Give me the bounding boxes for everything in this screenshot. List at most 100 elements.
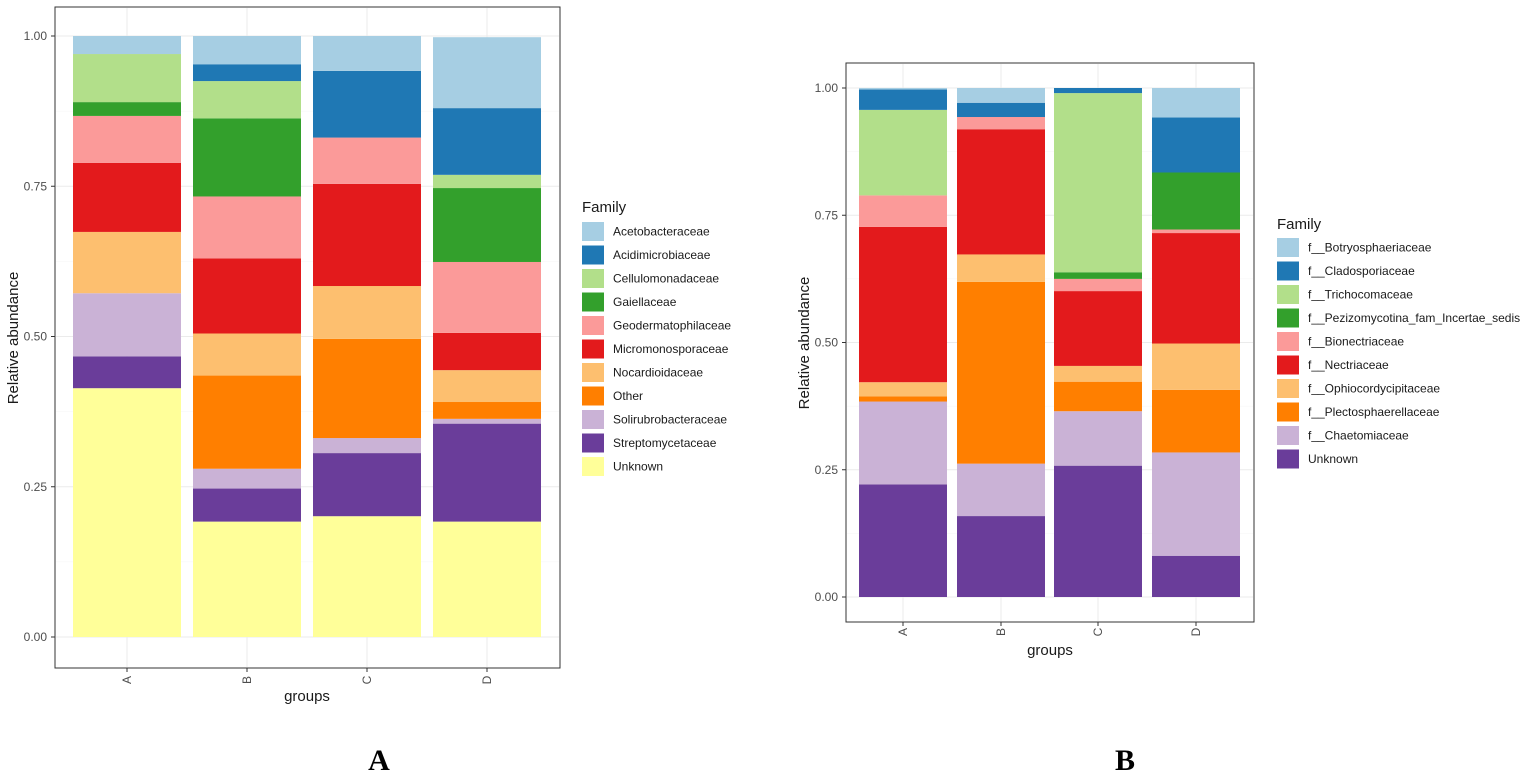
legend-key bbox=[1277, 308, 1299, 328]
bar-segment bbox=[1152, 452, 1240, 556]
y-tick-label: 1.00 bbox=[24, 29, 48, 43]
legend-label: Unknown bbox=[1308, 452, 1358, 466]
bar-segment bbox=[313, 516, 421, 637]
bars-a bbox=[73, 36, 541, 637]
legend-label: Solirubrobacteraceae bbox=[613, 413, 727, 427]
bar-segment bbox=[859, 401, 947, 485]
y-tick-label: 0.75 bbox=[24, 179, 48, 193]
y-tick-label: 0.00 bbox=[24, 630, 48, 644]
y-tick-label: 0.25 bbox=[24, 480, 48, 494]
bar-segment bbox=[73, 356, 181, 389]
bar-segment bbox=[859, 382, 947, 397]
chart-panel-a: 0.00 0.25 0.50 0.75 1.00 A B C D groups Relativ… bbox=[5, 6, 731, 777]
legend-label: Gaiellaceae bbox=[613, 295, 677, 309]
bar-segment bbox=[73, 388, 181, 637]
legend-key bbox=[582, 410, 604, 429]
bar-segment bbox=[1054, 272, 1142, 279]
bar-segment bbox=[193, 81, 301, 119]
x-axis-a: A B C D bbox=[120, 668, 494, 684]
legend-label: f__Chaetomiaceae bbox=[1308, 429, 1409, 443]
legend-key bbox=[582, 433, 604, 453]
bar-segment bbox=[433, 423, 541, 522]
bar-segment bbox=[1152, 555, 1240, 597]
bar-segment bbox=[1054, 291, 1142, 366]
legend-key bbox=[1277, 332, 1299, 351]
bar-segment bbox=[73, 54, 181, 103]
bar-segment bbox=[433, 108, 541, 175]
y-tick-label: 0.50 bbox=[24, 330, 48, 344]
bar-segment bbox=[313, 453, 421, 517]
bar-segment bbox=[73, 36, 181, 55]
bar-segment bbox=[1152, 88, 1240, 118]
x-tick-label: B bbox=[994, 628, 1008, 636]
bar-segment bbox=[73, 293, 181, 357]
legend-key bbox=[1277, 355, 1299, 375]
chart-panel-b: 0.00 0.25 0.50 0.75 1.00 A B C D groups Relativ… bbox=[796, 62, 1520, 777]
legend-label: Geodermatophilaceae bbox=[613, 319, 731, 333]
legend-key bbox=[582, 269, 604, 288]
legend-label: f__Bionectriaceae bbox=[1308, 335, 1404, 349]
legend-label: Micromonosporaceae bbox=[613, 342, 729, 356]
legend-key bbox=[1277, 285, 1299, 304]
legend-label: Cellulomonadaceae bbox=[613, 272, 719, 286]
y-tick-label: 0.25 bbox=[815, 463, 839, 477]
legend-b: f__Botryosphaeriaceae f__Cladosporiaceaef… bbox=[1277, 238, 1520, 469]
bar-segment bbox=[433, 370, 541, 403]
legend-label: f__Ophiocordycipitaceae bbox=[1308, 382, 1440, 396]
bar-segment bbox=[957, 254, 1045, 282]
bar-segment bbox=[193, 488, 301, 522]
bar-segment bbox=[859, 195, 947, 227]
bar-segment bbox=[313, 137, 421, 184]
legend-label: Acetobacteraceae bbox=[613, 225, 710, 239]
legend-key bbox=[1277, 238, 1299, 257]
bar-segment bbox=[1054, 365, 1142, 382]
bar-segment bbox=[859, 396, 947, 402]
legend-key bbox=[1277, 449, 1299, 469]
bar-segment bbox=[313, 338, 421, 439]
y-axis-title-b: Relative abundance bbox=[796, 277, 813, 410]
bar-segment bbox=[859, 226, 947, 383]
legend-label: Other bbox=[613, 389, 643, 403]
legend-key bbox=[1277, 402, 1299, 422]
legend-label: f__Cladosporiaceae bbox=[1308, 264, 1415, 278]
legend-key bbox=[582, 245, 604, 265]
bar-segment bbox=[859, 109, 947, 196]
bar-segment bbox=[1152, 233, 1240, 344]
bar-segment bbox=[957, 281, 1045, 464]
legend-key bbox=[582, 222, 604, 241]
legend-label: f__Nectriaceae bbox=[1308, 358, 1389, 372]
bar-segment bbox=[433, 521, 541, 637]
x-tick-label: A bbox=[896, 628, 910, 636]
y-tick-label: 0.50 bbox=[815, 336, 839, 350]
legend-title-a: Family bbox=[582, 199, 627, 216]
bar-segment bbox=[1054, 411, 1142, 466]
bar-segment bbox=[1152, 172, 1240, 230]
y-axis-b: 0.00 0.25 0.50 0.75 1.00 bbox=[815, 81, 846, 604]
bar-segment bbox=[859, 88, 947, 90]
y-axis-a: 0.00 0.25 0.50 0.75 1.00 bbox=[24, 29, 55, 644]
y-tick-label: 0.00 bbox=[815, 590, 839, 604]
bar-segment bbox=[193, 468, 301, 489]
bar-segment bbox=[957, 463, 1045, 517]
x-tick-label: C bbox=[1091, 627, 1105, 636]
legend-label: Streptomycetaceae bbox=[613, 436, 717, 450]
bar-segment bbox=[433, 174, 541, 189]
legend-key bbox=[1277, 379, 1299, 398]
bar-segment bbox=[1054, 465, 1142, 597]
bar-segment bbox=[193, 258, 301, 334]
bar-segment bbox=[193, 64, 301, 82]
bar-segment bbox=[193, 521, 301, 637]
bar-segment bbox=[433, 402, 541, 419]
bar-segment bbox=[1152, 389, 1240, 453]
bar-segment bbox=[433, 188, 541, 262]
bar-segment bbox=[313, 286, 421, 339]
y-tick-label: 1.00 bbox=[815, 81, 839, 95]
bar-segment bbox=[1054, 93, 1142, 273]
x-axis-b: A B C D bbox=[896, 622, 1203, 636]
legend-label: f__Botryosphaeriaceae bbox=[1308, 241, 1432, 255]
x-tick-label: D bbox=[1189, 627, 1203, 636]
legend-key bbox=[582, 292, 604, 312]
y-axis-title-a: Relative abundance bbox=[5, 272, 22, 405]
bars-b bbox=[859, 88, 1240, 597]
